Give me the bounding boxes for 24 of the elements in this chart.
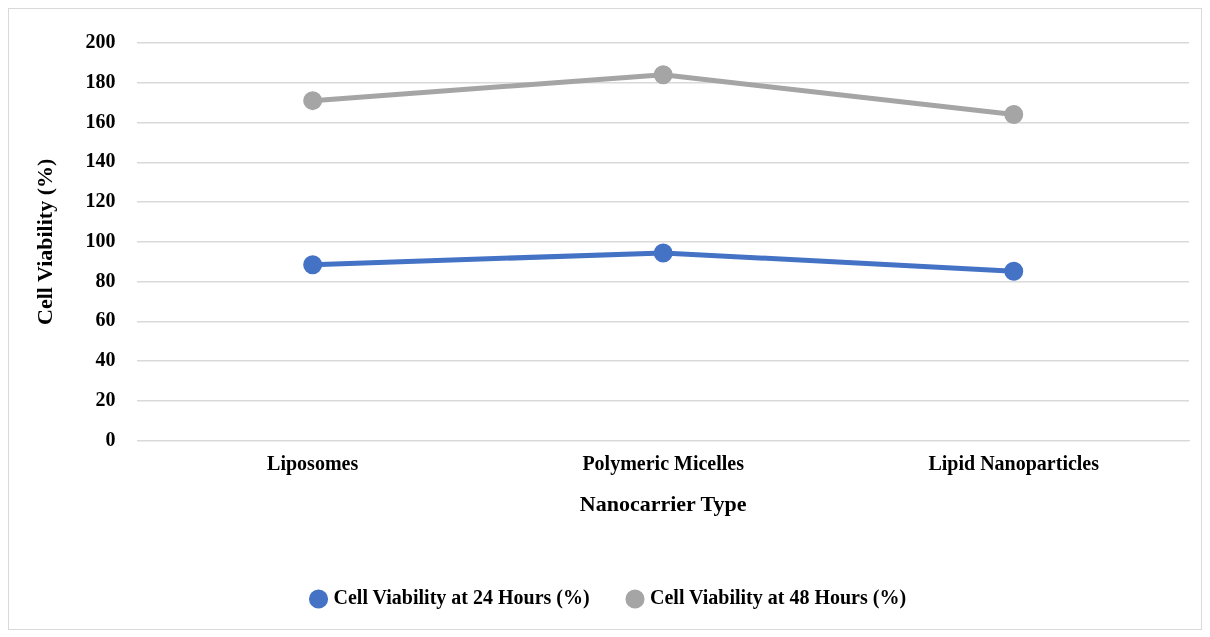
- y-axis-title: Cell Viability (%): [31, 158, 57, 325]
- legend-label: Cell Viability at 48 Hours (%): [650, 586, 907, 610]
- x-axis-title: Nanocarrier Type: [579, 491, 747, 517]
- x-tick-label: Liposomes: [267, 451, 359, 475]
- point: [1004, 261, 1024, 281]
- legend-label: Cell Viability at 24 Hours (%): [333, 586, 590, 610]
- y-tick-label: 0: [105, 427, 116, 450]
- y-tick-label: 100: [85, 228, 116, 251]
- point: [1004, 105, 1024, 125]
- point: [303, 255, 323, 275]
- y-tick-label: 80: [95, 268, 116, 291]
- y-tick-label: 140: [85, 149, 116, 172]
- y-tick-label: 20: [95, 388, 116, 411]
- point: [653, 243, 673, 263]
- x-tick-label: Polymeric Micelles: [582, 451, 745, 475]
- y-tick-label: 60: [95, 308, 116, 331]
- point: [653, 65, 673, 85]
- y-tick-label: 180: [85, 69, 116, 92]
- y-tick-label: 40: [95, 348, 116, 371]
- point: [303, 91, 323, 111]
- y-tick-label: 120: [85, 189, 116, 212]
- x-tick-label: Lipid Nanoparticles: [928, 451, 1100, 475]
- y-tick-label: 160: [85, 109, 116, 132]
- y-tick-label: 200: [85, 30, 116, 53]
